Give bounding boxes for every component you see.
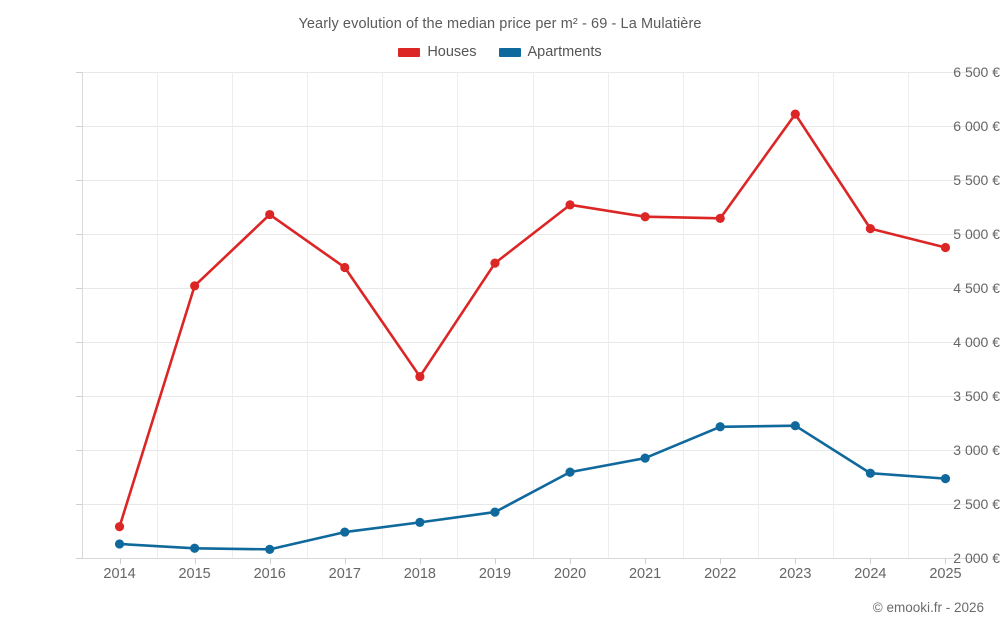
x-axis-tick-label: 2014 bbox=[103, 566, 136, 582]
x-axis-tick-label: 2017 bbox=[328, 566, 361, 582]
x-axis-tick-label: 2021 bbox=[628, 566, 662, 582]
y-axis-line bbox=[82, 72, 83, 558]
y-axis-tick-mark bbox=[76, 180, 82, 181]
y-axis-tick-label: 3 500 € bbox=[953, 388, 1000, 404]
gridline-vertical bbox=[382, 72, 384, 558]
y-axis-tick-mark bbox=[76, 288, 82, 289]
legend-swatch-icon bbox=[398, 47, 421, 57]
copyright-credit: © emooki.fr - 2026 bbox=[872, 600, 984, 615]
legend-label: Houses bbox=[427, 44, 477, 60]
gridline-vertical bbox=[307, 72, 309, 558]
y-axis-tick-label: 4 000 € bbox=[953, 334, 1000, 350]
x-axis-tick-mark bbox=[419, 558, 421, 564]
x-axis-tick-mark bbox=[344, 558, 346, 564]
x-axis-tick-label: 2015 bbox=[178, 566, 211, 582]
gridline-vertical bbox=[232, 72, 234, 558]
gridline-vertical bbox=[532, 72, 534, 558]
gridline-vertical bbox=[457, 72, 459, 558]
x-axis-tick-label: 2019 bbox=[478, 566, 512, 582]
x-axis-tick-label: 2022 bbox=[704, 566, 737, 582]
x-axis-tick-mark bbox=[194, 558, 196, 564]
gridline-vertical bbox=[682, 72, 684, 558]
legend-item-apartments[interactable]: Apartments bbox=[498, 44, 602, 60]
chart-legend: Houses Apartments bbox=[0, 45, 1000, 60]
x-axis-tick-mark bbox=[945, 558, 947, 564]
x-axis-tick-label: 2020 bbox=[553, 566, 587, 582]
y-axis-tick-label: 3 000 € bbox=[953, 442, 1000, 458]
x-axis-tick-mark bbox=[269, 558, 271, 564]
x-axis-tick-label: 2016 bbox=[253, 566, 286, 582]
gridline-vertical bbox=[832, 72, 834, 558]
x-axis-tick-mark bbox=[795, 558, 797, 564]
x-axis-tick-label: 2023 bbox=[779, 566, 812, 582]
x-axis-line bbox=[82, 558, 983, 559]
gridline-vertical bbox=[607, 72, 609, 558]
y-axis-tick-mark bbox=[76, 450, 82, 451]
x-axis-tick-mark bbox=[720, 558, 722, 564]
legend-swatch-icon bbox=[498, 47, 521, 57]
legend-item-houses[interactable]: Houses bbox=[398, 44, 477, 60]
y-axis-tick-mark bbox=[76, 504, 82, 505]
y-axis-tick-label: 4 500 € bbox=[953, 280, 1000, 296]
y-axis-tick-mark bbox=[76, 558, 82, 559]
legend-label: Apartments bbox=[527, 44, 602, 60]
y-axis-tick-mark bbox=[76, 126, 82, 127]
y-axis-tick-label: 6 000 € bbox=[953, 118, 1000, 134]
gridline-vertical bbox=[757, 72, 759, 558]
x-axis-tick-mark bbox=[870, 558, 872, 564]
x-axis-tick-mark bbox=[570, 558, 572, 564]
x-axis-tick-label: 2018 bbox=[403, 566, 437, 582]
x-axis-tick-mark bbox=[119, 558, 121, 564]
chart-title: Yearly evolution of the median price per… bbox=[298, 16, 702, 32]
y-axis-tick-mark bbox=[76, 234, 82, 235]
y-axis-tick-label: 6 500 € bbox=[953, 64, 1000, 80]
y-axis-tick-mark bbox=[76, 342, 82, 343]
y-axis-tick-label: 5 000 € bbox=[953, 226, 1000, 242]
gridline-vertical bbox=[907, 72, 909, 558]
y-axis-tick-label: 2 000 € bbox=[953, 550, 1000, 566]
y-axis-tick-mark bbox=[76, 396, 82, 397]
x-axis-tick-mark bbox=[645, 558, 647, 564]
gridline-vertical bbox=[157, 72, 159, 558]
y-axis-tick-label: 2 500 € bbox=[953, 496, 1000, 512]
y-axis-tick-mark bbox=[76, 72, 82, 73]
x-axis-tick-label: 2024 bbox=[854, 566, 887, 582]
x-axis-tick-label: 2025 bbox=[929, 566, 962, 582]
x-axis-tick-mark bbox=[494, 558, 496, 564]
plot-area bbox=[82, 72, 983, 559]
y-axis-tick-label: 5 500 € bbox=[953, 172, 1000, 188]
